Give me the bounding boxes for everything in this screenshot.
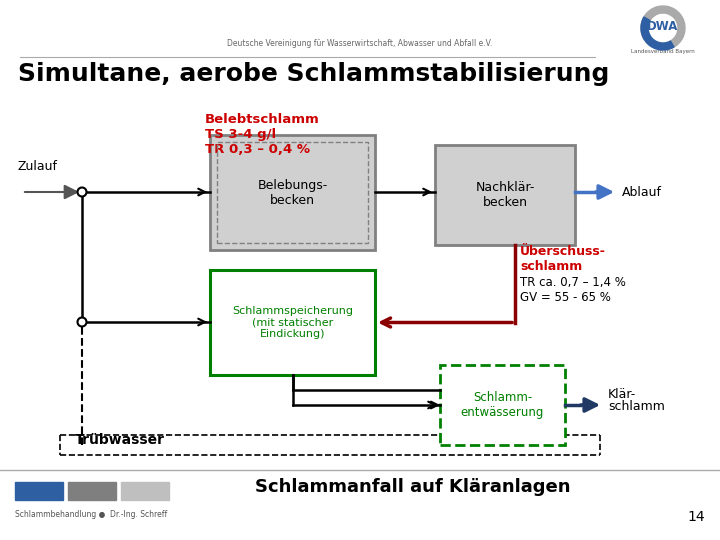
Bar — [121, 482, 169, 500]
Bar — [217, 142, 368, 243]
Text: Schlammspeicherung
(mit statischer
Eindickung): Schlammspeicherung (mit statischer Eindi… — [232, 306, 353, 339]
Text: Schlamm-
entwässerung: Schlamm- entwässerung — [461, 391, 544, 419]
Text: Schlammbehandlung ●  Dr.-Ing. Schreff: Schlammbehandlung ● Dr.-Ing. Schreff — [15, 510, 167, 519]
Circle shape — [78, 187, 86, 197]
Text: Ablauf: Ablauf — [622, 186, 662, 199]
Text: TS 3-4 g/l: TS 3-4 g/l — [205, 128, 276, 141]
Text: Landesverband Bayern: Landesverband Bayern — [631, 49, 695, 54]
Text: Simultane, aerobe Schlammstabilisierung: Simultane, aerobe Schlammstabilisierung — [18, 62, 609, 86]
Bar — [15, 482, 63, 500]
Text: Trübwasser: Trübwasser — [75, 433, 165, 447]
Text: Nachklär-
becken: Nachklär- becken — [475, 181, 535, 209]
Circle shape — [78, 318, 86, 327]
Text: schlamm: schlamm — [608, 400, 665, 413]
Text: TR ca. 0,7 – 1,4 %: TR ca. 0,7 – 1,4 % — [520, 276, 626, 289]
Bar — [440, 365, 565, 445]
Text: GV = 55 - 65 %: GV = 55 - 65 % — [520, 291, 611, 304]
Text: schlamm: schlamm — [520, 260, 582, 273]
Wedge shape — [641, 17, 674, 50]
Text: 14: 14 — [688, 510, 705, 524]
Wedge shape — [641, 6, 685, 47]
Text: DWA: DWA — [647, 21, 679, 33]
Text: Schlammanfall auf Kläranlagen: Schlammanfall auf Kläranlagen — [255, 478, 570, 496]
Bar — [210, 270, 375, 375]
Text: Belebtschlamm: Belebtschlamm — [205, 113, 320, 126]
Text: Klär-: Klär- — [608, 388, 636, 401]
Text: Überschuss-: Überschuss- — [520, 245, 606, 258]
Bar — [210, 135, 375, 250]
Text: Belebungs-
becken: Belebungs- becken — [257, 179, 328, 206]
Bar — [68, 482, 116, 500]
Bar — [435, 145, 575, 245]
Text: Zulauf: Zulauf — [18, 160, 58, 173]
Text: TR 0,3 – 0,4 %: TR 0,3 – 0,4 % — [205, 143, 310, 156]
Text: Deutsche Vereinigung für Wasserwirtschaft, Abwasser und Abfall e.V.: Deutsche Vereinigung für Wasserwirtschaf… — [228, 39, 492, 48]
